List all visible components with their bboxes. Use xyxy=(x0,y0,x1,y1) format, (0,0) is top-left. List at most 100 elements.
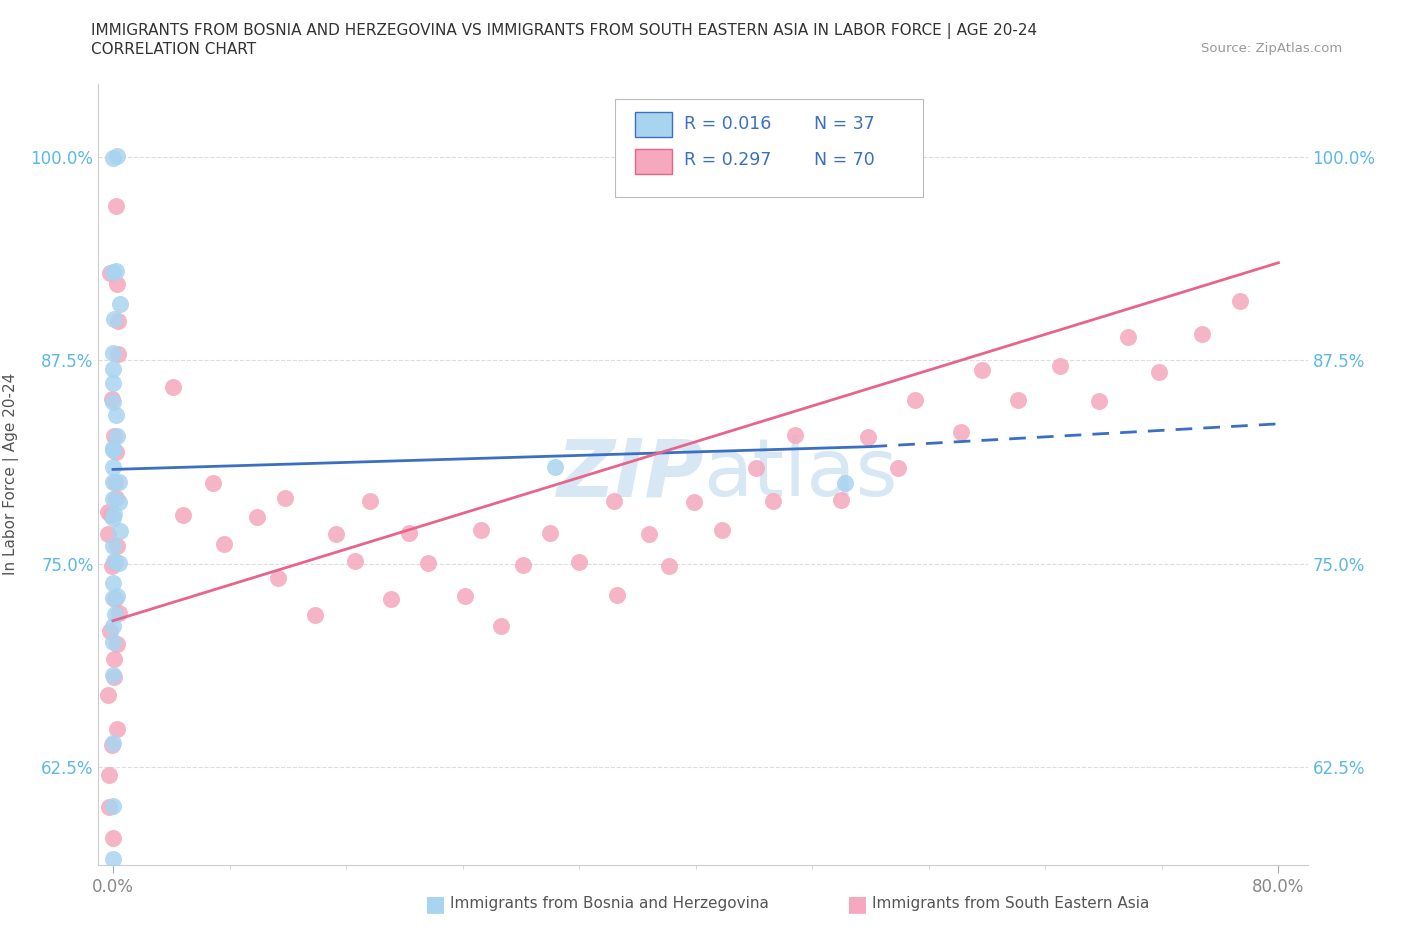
Point xyxy=(98,624,121,639)
Point xyxy=(1229,294,1251,309)
Point xyxy=(105,636,128,651)
Point xyxy=(101,538,124,553)
Point xyxy=(267,570,290,585)
Point xyxy=(104,591,127,606)
Point xyxy=(103,506,125,521)
Point xyxy=(1116,329,1139,344)
Point xyxy=(105,445,128,459)
Point xyxy=(101,376,124,391)
Point xyxy=(101,618,124,633)
Point xyxy=(172,508,194,523)
Point xyxy=(568,554,591,569)
Text: IMMIGRANTS FROM BOSNIA AND HERZEGOVINA VS IMMIGRANTS FROM SOUTH EASTERN ASIA IN : IMMIGRANTS FROM BOSNIA AND HERZEGOVINA V… xyxy=(91,23,1038,39)
Point xyxy=(101,738,124,753)
Point xyxy=(1088,393,1111,408)
Point xyxy=(101,798,124,813)
Point xyxy=(103,652,125,667)
Point xyxy=(638,526,661,541)
Y-axis label: In Labor Force | Age 20-24: In Labor Force | Age 20-24 xyxy=(3,373,20,576)
Point xyxy=(101,511,124,525)
Point xyxy=(602,493,624,508)
Point xyxy=(416,555,439,570)
Point xyxy=(1049,358,1071,373)
Point xyxy=(783,428,806,443)
Point xyxy=(108,495,131,510)
Point xyxy=(103,553,125,568)
Point xyxy=(711,523,734,538)
Point xyxy=(834,475,856,490)
Text: Immigrants from Bosnia and Herzegovina: Immigrants from Bosnia and Herzegovina xyxy=(450,897,769,911)
Point xyxy=(658,558,681,573)
Point xyxy=(108,555,131,570)
Point xyxy=(98,266,121,281)
Point xyxy=(359,493,381,508)
Text: N = 70: N = 70 xyxy=(814,152,875,169)
Point xyxy=(101,265,124,280)
Point xyxy=(101,736,124,751)
Text: R = 0.016: R = 0.016 xyxy=(683,114,770,133)
Point xyxy=(105,538,128,553)
Text: Source: ZipAtlas.com: Source: ZipAtlas.com xyxy=(1202,42,1343,55)
Point xyxy=(101,394,124,409)
Point xyxy=(470,523,492,538)
Point xyxy=(101,492,124,507)
Text: ZIP: ZIP xyxy=(555,435,703,513)
Point xyxy=(682,494,704,509)
Text: ■: ■ xyxy=(848,894,868,914)
Point xyxy=(904,392,927,407)
Point xyxy=(104,407,127,422)
Point xyxy=(103,429,125,444)
Point xyxy=(103,591,125,605)
Point xyxy=(107,606,129,621)
Point xyxy=(101,475,124,490)
Point xyxy=(101,668,124,683)
Point xyxy=(101,441,124,456)
Point xyxy=(104,491,127,506)
Text: R = 0.297: R = 0.297 xyxy=(683,152,770,169)
Point xyxy=(107,428,129,443)
Text: CORRELATION CHART: CORRELATION CHART xyxy=(91,42,256,57)
Point xyxy=(101,443,124,458)
Point xyxy=(101,346,124,361)
Point xyxy=(97,526,120,541)
Point xyxy=(454,589,477,604)
Text: N = 37: N = 37 xyxy=(814,114,875,133)
Point xyxy=(107,313,129,328)
Point xyxy=(212,537,235,551)
FancyBboxPatch shape xyxy=(636,149,672,174)
Point xyxy=(97,687,120,702)
Point xyxy=(100,508,122,523)
Point xyxy=(97,505,120,520)
Point xyxy=(1147,365,1170,379)
Point xyxy=(100,558,122,573)
Point xyxy=(544,460,567,475)
Point xyxy=(344,553,367,568)
Point xyxy=(202,476,225,491)
Point xyxy=(104,607,127,622)
Point xyxy=(273,490,295,505)
Point xyxy=(762,494,785,509)
Point xyxy=(101,362,124,377)
Point xyxy=(380,591,402,606)
Point xyxy=(398,525,420,540)
Text: ■: ■ xyxy=(426,894,446,914)
Point xyxy=(830,493,852,508)
Point xyxy=(512,558,534,573)
Point xyxy=(105,722,128,737)
Point xyxy=(105,149,128,164)
Point xyxy=(104,474,127,489)
Point xyxy=(101,392,124,406)
Point xyxy=(101,459,124,474)
Point xyxy=(1191,326,1213,341)
Point xyxy=(103,312,125,326)
Point xyxy=(101,830,124,845)
Point xyxy=(108,474,131,489)
Point xyxy=(105,198,128,213)
Point xyxy=(108,297,131,312)
Point xyxy=(107,347,129,362)
Point xyxy=(98,799,121,814)
Point xyxy=(304,607,326,622)
Point xyxy=(105,264,128,279)
Text: Immigrants from South Eastern Asia: Immigrants from South Eastern Asia xyxy=(872,897,1149,911)
Point xyxy=(105,277,128,292)
